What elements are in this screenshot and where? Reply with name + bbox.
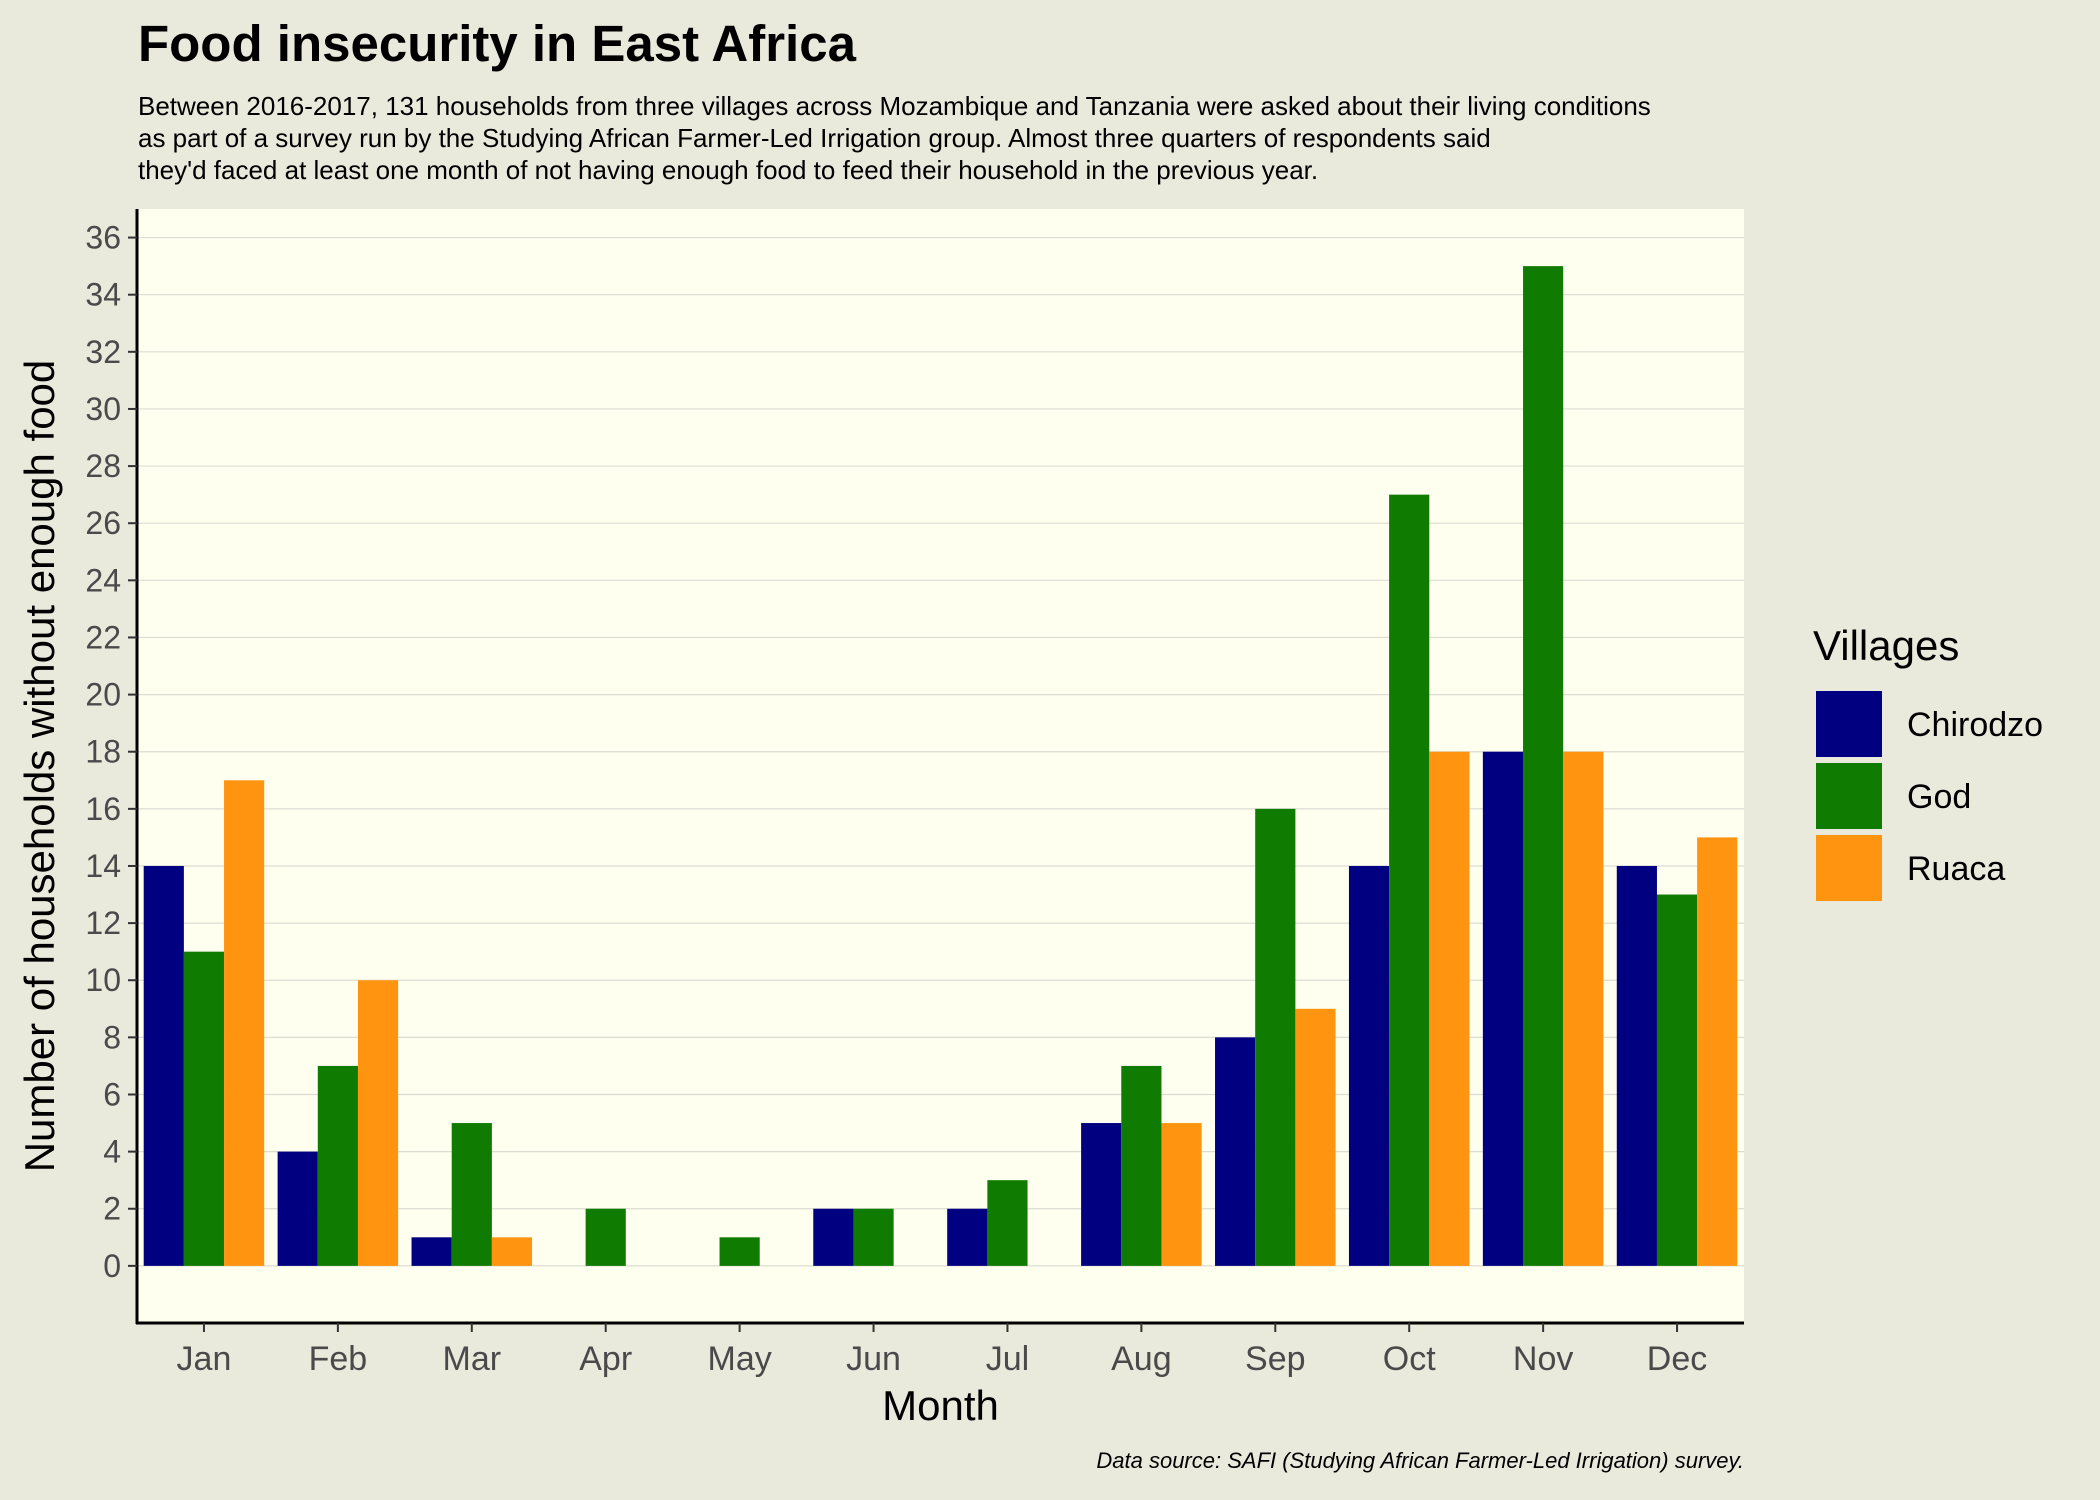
y-tick-label: 28 bbox=[85, 448, 121, 484]
x-axis-title: Month bbox=[882, 1382, 999, 1429]
bar-god-may bbox=[719, 1237, 760, 1266]
y-tick-label: 34 bbox=[85, 277, 121, 313]
bar-chirodzo-jan bbox=[143, 865, 184, 1266]
x-tick-label: Apr bbox=[579, 1340, 632, 1378]
bar-god-feb bbox=[317, 1065, 358, 1266]
x-tick-label: Mar bbox=[443, 1340, 502, 1378]
y-tick-label: 30 bbox=[85, 391, 121, 427]
x-tick-label: May bbox=[708, 1340, 772, 1378]
y-tick-label: 8 bbox=[103, 1019, 121, 1055]
subtitle-line: Between 2016-2017, 131 households from t… bbox=[138, 91, 1651, 121]
legend-key-god bbox=[1816, 763, 1882, 829]
bar-ruaca-oct bbox=[1429, 751, 1470, 1266]
subtitle-line: as part of a survey run by the Studying … bbox=[138, 123, 1491, 153]
bar-god-oct bbox=[1389, 494, 1430, 1266]
y-tick-label: 18 bbox=[85, 734, 121, 770]
x-tick-label: Feb bbox=[309, 1340, 368, 1378]
bar-ruaca-dec bbox=[1697, 837, 1738, 1266]
bar-ruaca-jan bbox=[224, 780, 265, 1266]
bar-chirodzo-sep bbox=[1215, 1037, 1256, 1266]
bar-ruaca-nov bbox=[1563, 751, 1604, 1266]
plot-panel bbox=[137, 209, 1744, 1323]
bar-ruaca-feb bbox=[357, 980, 399, 1266]
y-tick-label: 32 bbox=[85, 334, 121, 370]
bar-god-dec bbox=[1656, 894, 1698, 1266]
chart-subtitle: Between 2016-2017, 131 households from t… bbox=[138, 90, 1651, 186]
bar-god-aug bbox=[1121, 1065, 1162, 1266]
y-tick-label: 0 bbox=[103, 1248, 121, 1284]
legend-label-ruaca: Ruaca bbox=[1907, 850, 2005, 888]
bar-chirodzo-jul bbox=[947, 1208, 988, 1266]
bar-ruaca-sep bbox=[1295, 1008, 1336, 1266]
chart-title: Food insecurity in East Africa bbox=[138, 15, 856, 72]
x-tick-label: Nov bbox=[1513, 1340, 1573, 1378]
bar-god-apr bbox=[585, 1208, 626, 1266]
y-tick-label: 24 bbox=[85, 562, 121, 598]
y-tick-label: 20 bbox=[85, 677, 121, 713]
y-axis-title: Number of households without enough food bbox=[16, 360, 63, 1173]
x-tick-label: Jan bbox=[177, 1340, 232, 1378]
x-tick-label: Oct bbox=[1383, 1340, 1436, 1378]
x-tick-label: Dec bbox=[1647, 1340, 1707, 1378]
y-tick-label: 14 bbox=[85, 848, 121, 884]
y-tick-label: 4 bbox=[103, 1134, 121, 1170]
bar-chirodzo-oct bbox=[1348, 865, 1390, 1266]
bar-god-sep bbox=[1255, 808, 1296, 1266]
bar-god-mar bbox=[451, 1123, 492, 1266]
bar-chirodzo-feb bbox=[277, 1151, 318, 1266]
bar-ruaca-aug bbox=[1161, 1123, 1202, 1266]
subtitle-line: they'd faced at least one month of not h… bbox=[138, 155, 1319, 185]
y-tick-label: 26 bbox=[85, 505, 121, 541]
legend-key-ruaca bbox=[1816, 835, 1882, 901]
y-tick-label: 36 bbox=[85, 220, 121, 256]
x-tick-label: Jul bbox=[986, 1340, 1029, 1378]
legend-label-chirodzo: Chirodzo bbox=[1907, 706, 2043, 744]
bar-chirodzo-aug bbox=[1081, 1123, 1122, 1266]
bar-god-nov bbox=[1523, 266, 1564, 1266]
x-tick-label: Aug bbox=[1111, 1340, 1172, 1378]
bar-chirodzo-dec bbox=[1616, 865, 1657, 1266]
y-tick-label: 16 bbox=[85, 791, 121, 827]
y-tick-label: 22 bbox=[85, 619, 121, 655]
legend-label-god: God bbox=[1907, 778, 1971, 816]
bar-god-jul bbox=[987, 1180, 1028, 1266]
bar-god-jun bbox=[853, 1208, 894, 1266]
y-tick-label: 2 bbox=[103, 1191, 121, 1227]
data-source-caption: Data source: SAFI (Studying African Farm… bbox=[1096, 1448, 1744, 1473]
bar-chirodzo-nov bbox=[1482, 751, 1524, 1266]
bar-god-jan bbox=[183, 951, 225, 1266]
y-tick-label: 12 bbox=[85, 905, 121, 941]
bar-ruaca-mar bbox=[491, 1237, 533, 1266]
y-tick-label: 6 bbox=[103, 1076, 121, 1112]
bar-chirodzo-mar bbox=[411, 1237, 452, 1266]
bar-chirodzo-jun bbox=[813, 1208, 854, 1266]
x-tick-label: Jun bbox=[846, 1340, 901, 1378]
legend-key-chirodzo bbox=[1816, 691, 1882, 757]
legend-title: Villages bbox=[1813, 622, 1959, 669]
x-tick-label: Sep bbox=[1245, 1340, 1306, 1378]
y-tick-label: 10 bbox=[85, 962, 121, 998]
